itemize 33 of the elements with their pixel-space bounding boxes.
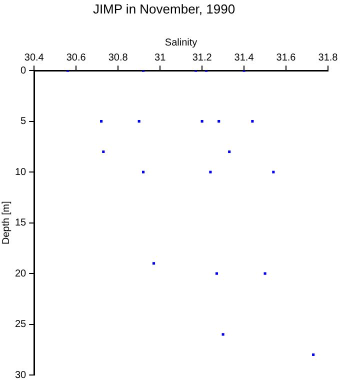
point: [264, 272, 266, 275]
x-tick-label: 31.4: [234, 52, 254, 64]
x-tick-label: 30.4: [24, 52, 44, 64]
point: [152, 262, 156, 265]
point: [218, 120, 220, 123]
y-tick-label: 5: [20, 116, 27, 128]
y-tick-label: 30: [15, 370, 27, 381]
x-tick-label: 31.8: [318, 52, 338, 64]
y-tick-label: 25: [15, 319, 27, 330]
y-tick-label: 20: [15, 268, 27, 280]
y-tick-label: 15: [15, 218, 27, 229]
point: [200, 120, 204, 123]
point: [102, 150, 105, 154]
point: [138, 120, 140, 123]
y-axis-title: Depth [m]: [0, 200, 12, 244]
x-tick-label: 31.6: [276, 52, 296, 64]
x-tick-label: 30.6: [66, 52, 86, 64]
y-tick-label: 10: [15, 166, 27, 178]
x-axis-title: Salinity: [164, 37, 198, 48]
point: [228, 150, 231, 154]
chart-title: JIMP in November, 1990: [92, 1, 236, 16]
y-tick-label: 0: [20, 65, 27, 76]
point: [142, 170, 145, 174]
point: [215, 272, 218, 275]
x-tick-label: 31.2: [192, 52, 212, 64]
point: [251, 120, 254, 123]
x-tick-label: 31: [154, 52, 166, 64]
point: [209, 170, 212, 174]
point: [222, 333, 224, 336]
x-tick-label: 30.8: [108, 52, 128, 64]
point: [100, 120, 103, 123]
point: [272, 170, 275, 174]
point: [312, 353, 315, 356]
